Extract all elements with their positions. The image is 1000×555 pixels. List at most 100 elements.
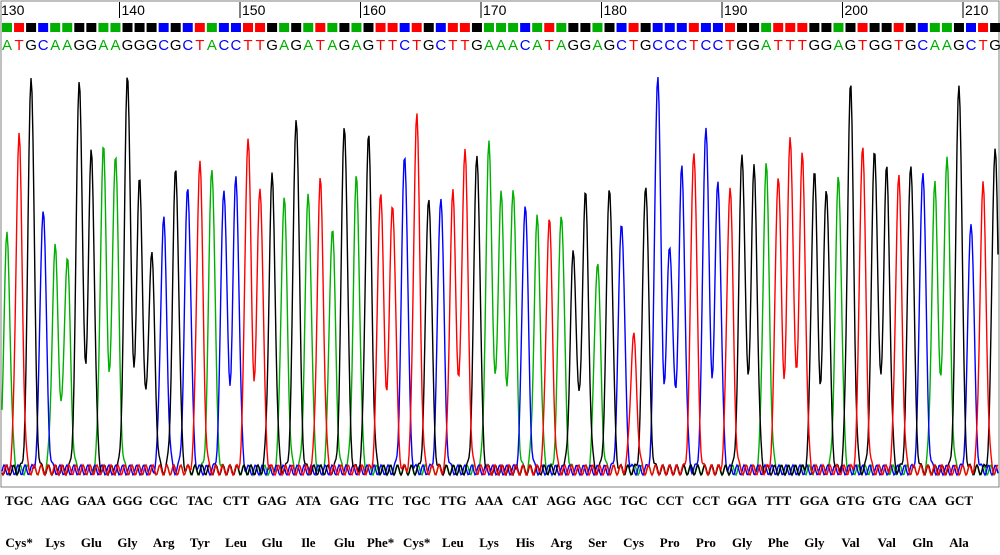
base-call: C bbox=[182, 37, 193, 54]
base-quality-marker bbox=[303, 23, 314, 32]
base-call: C bbox=[700, 37, 711, 54]
base-call: C bbox=[158, 37, 169, 54]
base-quality-marker bbox=[110, 23, 121, 32]
amino-acid-label: Lys bbox=[479, 535, 499, 550]
base-quality-marker bbox=[399, 23, 410, 32]
base-call: C bbox=[966, 37, 977, 54]
base-call: T bbox=[460, 37, 469, 54]
codon-label: GCT bbox=[944, 493, 974, 508]
amino-acid-label: Leu bbox=[442, 535, 464, 550]
codon-label: CGC bbox=[149, 493, 179, 508]
base-quality-marker bbox=[893, 23, 904, 32]
base-quality-marker bbox=[98, 23, 109, 32]
base-quality-marker bbox=[917, 23, 928, 32]
amino-acid-row: Cys* Lys Glu Gly Arg Tyr Leu Glu Ile Glu Phe* Cys* L… bbox=[0, 535, 1000, 553]
base-quality-marker bbox=[929, 23, 940, 32]
base-quality-marker bbox=[50, 23, 61, 32]
amino-acid-label: Arg bbox=[550, 535, 573, 550]
amino-acid-label: Arg bbox=[152, 535, 175, 550]
base-call: T bbox=[14, 37, 23, 54]
base-quality-marker bbox=[953, 23, 964, 32]
base-call: G bbox=[580, 37, 592, 54]
codon-label: TAC bbox=[186, 493, 214, 508]
ruler-tick-label: 190 bbox=[724, 2, 748, 18]
plot-frame bbox=[0, 0, 1000, 488]
base-call: C bbox=[652, 37, 663, 54]
codon-label: TTG bbox=[439, 493, 467, 508]
amino-acid-label: Gln bbox=[912, 535, 934, 550]
codon-label: AAG bbox=[40, 493, 70, 508]
base-call: A bbox=[496, 37, 506, 54]
codon-label: TGC bbox=[402, 493, 431, 508]
codon-label: CAT bbox=[511, 493, 539, 508]
amino-acid-label: Ala bbox=[949, 535, 969, 550]
base-quality-marker bbox=[592, 23, 603, 32]
amino-acid-label: Ser bbox=[588, 535, 607, 550]
base-call: G bbox=[881, 37, 893, 54]
base-call: G bbox=[86, 37, 98, 54]
base-quality-marker bbox=[556, 23, 567, 32]
base-quality-marker bbox=[652, 23, 663, 32]
base-quality-marker bbox=[990, 23, 1000, 32]
codon-label: GTG bbox=[836, 493, 865, 508]
amino-acid-label: Tyr bbox=[189, 535, 210, 550]
base-call: G bbox=[748, 37, 760, 54]
base-call: C bbox=[664, 37, 675, 54]
codon-label: GAG bbox=[257, 493, 287, 508]
codon-label: CCT bbox=[692, 493, 720, 508]
base-call: G bbox=[604, 37, 616, 54]
codon-label: CAA bbox=[908, 493, 937, 508]
base-quality-marker bbox=[218, 23, 229, 32]
base-call: T bbox=[725, 37, 734, 54]
codon-label: TTC bbox=[367, 493, 394, 508]
amino-acid-label: Val bbox=[841, 535, 860, 550]
base-call: C bbox=[231, 37, 242, 54]
base-call: C bbox=[713, 37, 724, 54]
base-quality-marker bbox=[158, 23, 169, 32]
base-call: G bbox=[471, 37, 483, 54]
trace-C bbox=[1, 77, 999, 477]
base-quality-marker bbox=[146, 23, 157, 32]
base-call: G bbox=[290, 37, 302, 54]
base-quality-marker bbox=[857, 23, 868, 32]
base-call: T bbox=[316, 37, 325, 54]
trace-T bbox=[1, 113, 998, 477]
base-quality-marker bbox=[339, 23, 350, 32]
base-call: T bbox=[195, 37, 204, 54]
amino-acid-label: Glu bbox=[261, 535, 283, 550]
base-quality-marker bbox=[459, 23, 470, 32]
base-call: A bbox=[592, 37, 602, 54]
base-call: G bbox=[266, 37, 278, 54]
codon-label: AGG bbox=[546, 493, 577, 508]
ruler-tick-label: 140 bbox=[122, 2, 146, 18]
base-quality-marker bbox=[14, 23, 25, 32]
ruler-tick-label: 170 bbox=[483, 2, 507, 18]
base-quality-marker bbox=[423, 23, 434, 32]
base-call: G bbox=[845, 37, 857, 54]
base-quality-marker bbox=[255, 23, 266, 32]
base-quality-marker bbox=[351, 23, 362, 32]
base-quality-marker bbox=[785, 23, 796, 32]
base-call: G bbox=[363, 37, 375, 54]
base-call: G bbox=[170, 37, 182, 54]
base-call: G bbox=[122, 37, 134, 54]
base-quality-marker bbox=[532, 23, 543, 32]
base-quality-marker bbox=[905, 23, 916, 32]
amino-acid-label: His bbox=[515, 535, 535, 550]
base-call: A bbox=[303, 37, 313, 54]
amino-acid-label: Pro bbox=[695, 535, 716, 550]
codon-label: AAA bbox=[474, 493, 504, 508]
base-quality-marker bbox=[712, 23, 723, 32]
base-call: C bbox=[38, 37, 49, 54]
base-quality-marker bbox=[484, 23, 494, 32]
codon-label: CCT bbox=[656, 493, 684, 508]
base-call: A bbox=[761, 37, 771, 54]
codon-label: GGA bbox=[727, 493, 757, 508]
base-quality-marker bbox=[411, 23, 422, 32]
base-call: C bbox=[435, 37, 446, 54]
amino-acid-label: Val bbox=[877, 535, 896, 550]
base-call: G bbox=[869, 37, 881, 54]
base-quality-marker bbox=[616, 23, 627, 32]
